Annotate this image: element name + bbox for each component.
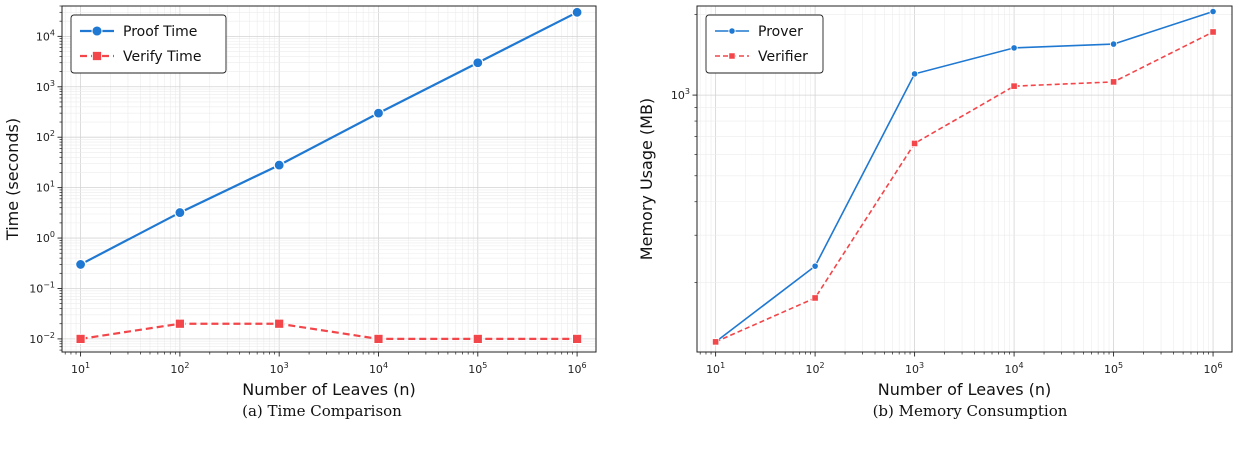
x-tick-label: 101 xyxy=(71,361,90,376)
legend-label: Proof Time xyxy=(123,24,197,40)
legend: Prover Verifier xyxy=(705,14,824,74)
legend: Proof Time Verify Time xyxy=(70,14,227,74)
x-tick-label: 103 xyxy=(905,361,924,376)
data-point xyxy=(1209,7,1217,16)
data-point xyxy=(1010,44,1018,52)
data-point xyxy=(811,294,819,302)
memory-consumption-panel: 101 102 103 104 105 106 103 Number of Leaves (n… xyxy=(637,5,1233,399)
caption-b: (b) Memory Consumption xyxy=(873,402,1068,420)
x-tick-label: 105 xyxy=(1104,361,1123,376)
y-tick-label: 104 xyxy=(36,28,55,43)
y-tick-label: 103 xyxy=(671,87,690,102)
plot-frame xyxy=(61,5,597,353)
data-point xyxy=(174,206,186,219)
caption-a: (a) Time Comparison xyxy=(242,402,402,420)
x-tick-label: 102 xyxy=(170,361,189,376)
data-point xyxy=(174,318,185,329)
y-tick-label: 103 xyxy=(36,79,55,94)
data-point xyxy=(571,333,583,345)
data-point xyxy=(74,258,87,271)
series-line xyxy=(80,322,578,341)
legend-marker xyxy=(728,52,736,60)
grid xyxy=(697,6,1232,352)
x-tick-label: 106 xyxy=(1204,361,1223,376)
data-point xyxy=(910,70,919,78)
series-line xyxy=(715,10,1214,343)
data-point xyxy=(1209,28,1217,36)
x-tick-label: 106 xyxy=(568,361,587,376)
y-tick-label: 100 xyxy=(36,230,55,245)
y-tick-label: 10−1 xyxy=(29,280,55,295)
data-point xyxy=(472,333,483,345)
data-point xyxy=(273,159,285,171)
legend-label: Verifier xyxy=(758,49,808,65)
data-point xyxy=(910,139,919,148)
time-comparison-panel: 101 102 103 104 105 106 10−2 10−1 100 101 102 103 10… xyxy=(3,5,597,399)
x-axis-label: Number of Leaves (n) xyxy=(878,380,1052,399)
legend-marker xyxy=(91,50,103,62)
x-tick-label: 103 xyxy=(270,361,289,376)
legend-label: Prover xyxy=(758,24,803,40)
data-point xyxy=(472,57,484,69)
legend-box xyxy=(70,14,227,74)
y-tick-label: 101 xyxy=(36,180,55,195)
y-axis-label: Memory Usage (MB) xyxy=(637,98,656,260)
legend-label: Verify Time xyxy=(123,49,201,65)
data-point xyxy=(75,333,86,345)
y-tick-label: 102 xyxy=(36,129,55,144)
series-line xyxy=(715,31,1214,343)
data-point xyxy=(1109,78,1118,86)
data-point xyxy=(1010,82,1018,90)
data-point xyxy=(712,338,720,346)
data-point xyxy=(373,333,384,345)
x-tick-label: 104 xyxy=(369,361,388,376)
data-point xyxy=(1109,40,1118,48)
series-proof-time xyxy=(74,6,583,271)
x-axis-label: Number of Leaves (n) xyxy=(242,380,416,399)
series-line xyxy=(80,11,578,266)
y-tick-label: 10−2 xyxy=(29,331,55,346)
plot-frame xyxy=(696,5,1233,353)
y-axis-label: Time (seconds) xyxy=(3,118,22,241)
x-tick-label: 104 xyxy=(1005,361,1024,376)
data-point xyxy=(274,318,285,329)
series-verifier xyxy=(712,28,1217,346)
x-tick-label: 102 xyxy=(806,361,825,376)
legend-marker xyxy=(91,25,103,37)
data-point xyxy=(571,6,583,18)
legend-marker xyxy=(728,27,736,35)
data-point xyxy=(372,107,385,119)
x-tick-label: 101 xyxy=(706,361,725,376)
series-verify-time xyxy=(75,318,583,345)
data-point xyxy=(811,262,819,270)
x-tick-label: 105 xyxy=(468,361,487,376)
